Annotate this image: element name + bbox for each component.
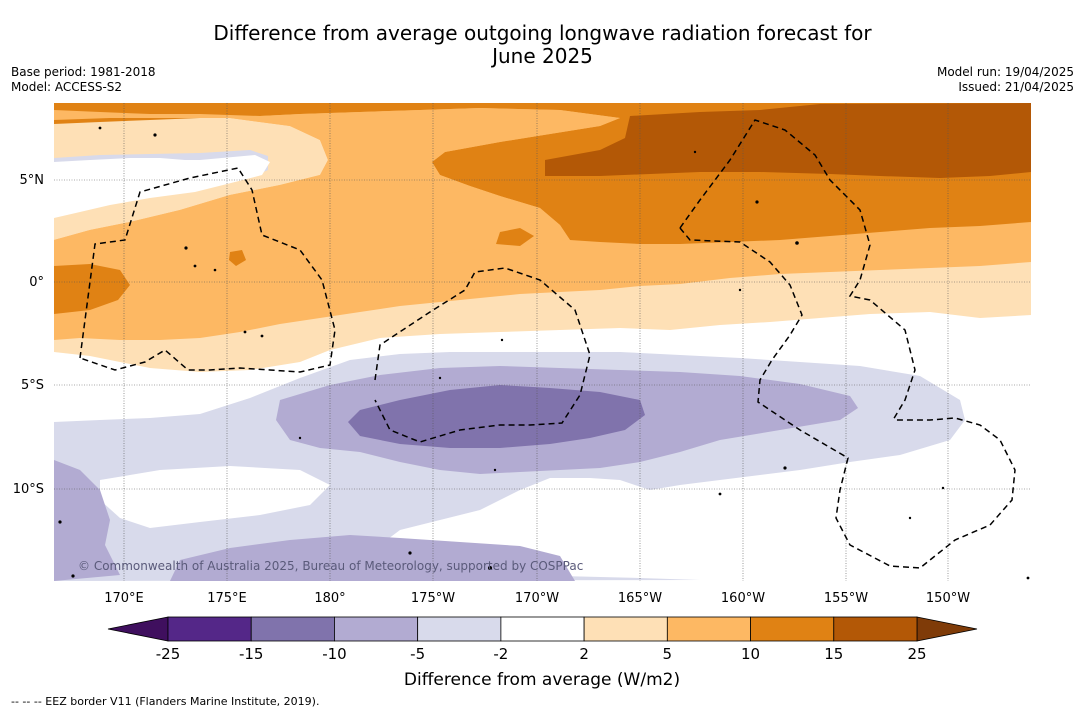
eez-legend-text: -- -- -- EEZ border V11 (Flanders Marine… (11, 695, 320, 708)
band-white-upper (54, 155, 270, 218)
colorbar-segment (250, 616, 335, 642)
colorbar-tick-label: 5 (663, 645, 673, 663)
band-8073ac (348, 385, 645, 448)
map-title-line1: Difference from average outgoing longwav… (213, 21, 872, 45)
map-title-line2: June 2025 (492, 44, 593, 68)
lon-label-170w: 170°W (515, 591, 559, 606)
map-plot-area (54, 103, 1031, 581)
model-run: Model run: 19/04/2025 (936, 65, 1074, 79)
lon-label-150w: 150°W (926, 591, 970, 606)
colorbar-tick-label: 25 (907, 645, 926, 663)
colorbar-tick-label: -10 (322, 645, 347, 663)
lat-label-10s: 10°S (13, 482, 44, 497)
colorbar-tick-label: -5 (410, 645, 425, 663)
copyright-text: © Commonwealth of Australia 2025, Bureau… (78, 559, 583, 573)
graticule (54, 103, 1031, 581)
colorbar-extend-low (107, 616, 169, 642)
lon-label-160w: 160°W (721, 591, 765, 606)
base-period: Base period: 1981-2018 (11, 65, 156, 79)
lon-label-155w: 155°W (824, 591, 868, 606)
colorbar-tick-label: 2 (579, 645, 589, 663)
band-b35806 (545, 103, 1031, 178)
lat-labels: 5°N 0° 5°S 10°S (13, 173, 44, 497)
lon-label-175e: 175°E (207, 591, 247, 606)
lon-label-170e: 170°E (104, 591, 144, 606)
eez-borders (79, 119, 1016, 569)
band-fdb863-topleft (54, 108, 620, 274)
islands (58, 126, 1030, 580)
band-white-southwest (100, 466, 330, 528)
lat-label-5n: 5°N (20, 173, 45, 188)
colorbar-segment (583, 616, 668, 642)
blob-e08214-small (496, 228, 534, 246)
lon-label-180: 180° (314, 591, 345, 606)
colorbar-segment (167, 616, 252, 642)
colorbar-segment (833, 616, 918, 642)
lat-label-0: 0° (29, 275, 44, 290)
lon-label-165w: 165°W (618, 591, 662, 606)
colorbar-tick-label: 15 (824, 645, 843, 663)
colorbar: -25 -15 -10 -5 -2 2 5 10 15 25 (107, 616, 978, 663)
issued-date: Issued: 21/04/2025 (958, 80, 1074, 94)
colorbar-tick-label: -25 (156, 645, 181, 663)
band-b2abd2-south (170, 535, 575, 581)
colorbar-tick-label: 10 (741, 645, 760, 663)
model-name: Model: ACCESS-S2 (11, 80, 123, 94)
lon-labels: 170°E 175°E 180° 175°W 170°W 165°W 160°W… (104, 591, 970, 606)
band-white-southeast (655, 468, 1031, 581)
colorbar-segment (750, 616, 835, 642)
blob-e08214-tiny (229, 250, 246, 266)
meta-right: Model run: 19/04/2025 Issued: 21/04/2025 (937, 65, 1074, 95)
colorbar-tick-label: -15 (239, 645, 264, 663)
colorbar-segment (417, 616, 502, 642)
colorbar-segment (500, 616, 585, 642)
blob-e08214-left (54, 264, 130, 314)
band-b2abd2-southwest (54, 460, 120, 581)
colorbar-segment (666, 616, 751, 642)
colorbar-tick-label: -2 (493, 645, 508, 663)
lon-label-175w: 175°W (411, 591, 455, 606)
colorbar-extend-high (916, 616, 978, 642)
colorbar-segment (334, 616, 419, 642)
lat-label-5s: 5°S (21, 378, 44, 393)
colorbar-label: Difference from average (W/m2) (404, 670, 680, 690)
meta-left: Base period: 1981-2018 Model: ACCESS-S2 (11, 65, 156, 95)
